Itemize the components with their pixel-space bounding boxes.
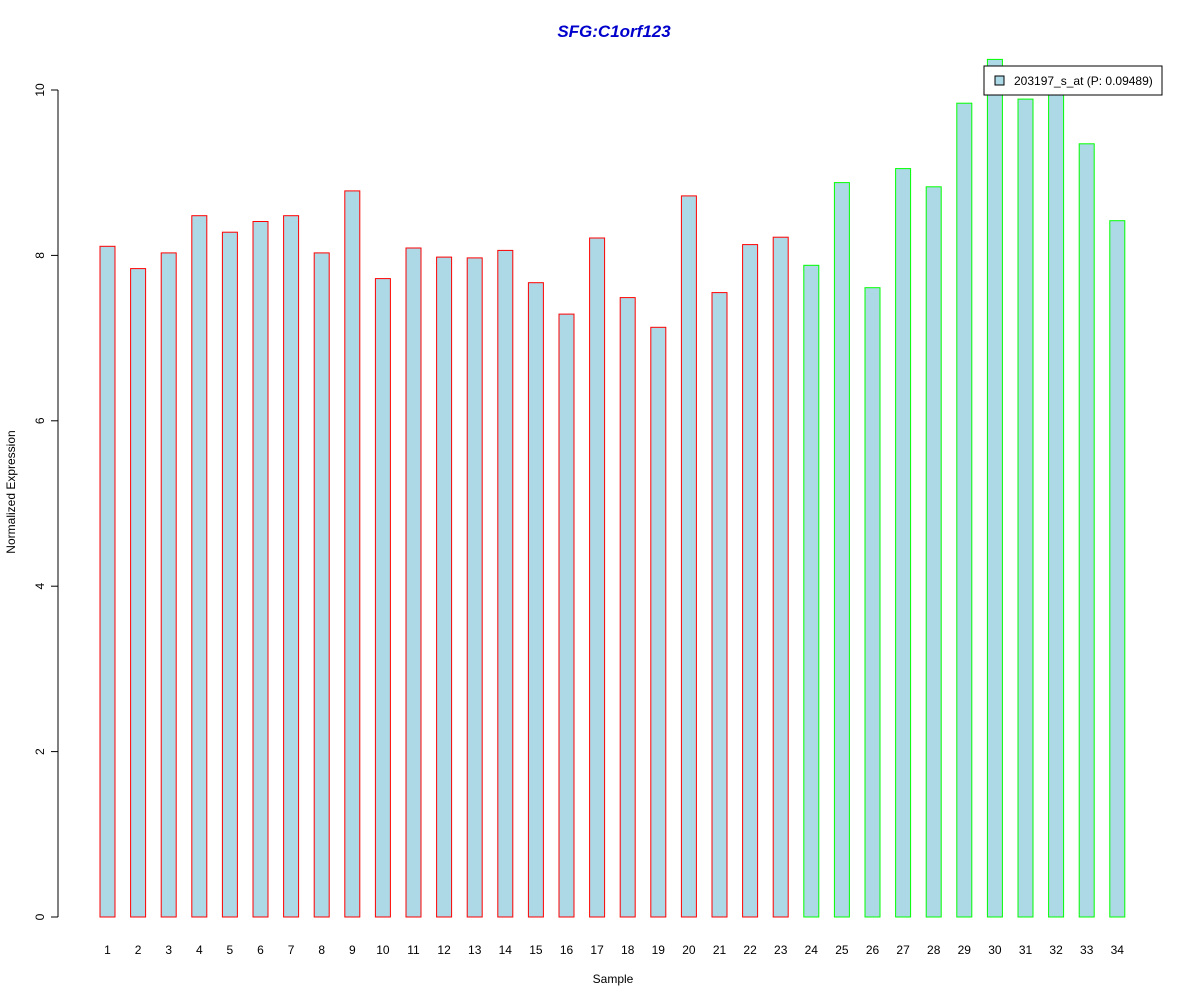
y-tick-label: 0 [33, 913, 47, 920]
x-tick-label: 26 [866, 943, 880, 957]
bar-sample-2 [130, 268, 147, 918]
y-tick-label: 8 [33, 252, 47, 259]
bar-sample-18 [619, 297, 636, 918]
legend-label: 203197_s_at (P: 0.09489) [1014, 74, 1153, 88]
x-tick-label: 15 [529, 943, 543, 957]
x-tick-label: 19 [652, 943, 666, 957]
x-tick-label: 11 [407, 943, 420, 957]
x-tick-labels: 1 2 3 4 5 6 7 8 9 10 11 12 13 14 15 16 17 18 19 20 21 22 23 24 2… [104, 943, 1124, 957]
chart-title: SFG:C1orf123 [557, 22, 671, 41]
bar-sample-5 [221, 231, 238, 918]
x-tick-label: 5 [227, 943, 234, 957]
y-axis: 0 2 4 6 8 10 [33, 83, 59, 920]
bar-sample-14 [497, 249, 514, 918]
x-tick-label: 32 [1049, 943, 1063, 957]
x-tick-label: 24 [805, 943, 819, 957]
bar-sample-3 [160, 252, 177, 918]
bar-sample-13 [466, 257, 483, 918]
x-tick-label: 29 [958, 943, 972, 957]
x-tick-label: 22 [743, 943, 757, 957]
x-tick-label: 3 [165, 943, 172, 957]
x-tick-label: 6 [257, 943, 264, 957]
x-tick-label: 18 [621, 943, 635, 957]
x-tick-label: 33 [1080, 943, 1094, 957]
bars [99, 58, 1126, 918]
x-tick-label: 34 [1111, 943, 1125, 957]
x-tick-label: 27 [896, 943, 910, 957]
bar-sample-12 [436, 256, 453, 918]
bar-sample-9 [344, 190, 361, 918]
x-tick-label: 1 [104, 943, 111, 957]
bar-sample-20 [680, 195, 697, 918]
bar-sample-17 [589, 237, 606, 918]
x-tick-label: 16 [560, 943, 574, 957]
bar-sample-21 [711, 292, 728, 918]
x-tick-label: 9 [349, 943, 356, 957]
bar-sample-11 [405, 247, 422, 918]
bar-sample-15 [527, 282, 544, 918]
bar-sample-30 [986, 58, 1003, 918]
bar-sample-32 [1048, 92, 1065, 918]
x-tick-label: 30 [988, 943, 1002, 957]
x-tick-label: 10 [376, 943, 390, 957]
x-tick-label: 8 [318, 943, 325, 957]
bar-sample-19 [650, 326, 667, 918]
bar-sample-24 [803, 264, 820, 918]
bar-sample-10 [374, 278, 391, 918]
bar-sample-29 [956, 102, 973, 918]
y-tick-label: 10 [33, 83, 47, 97]
x-tick-label: 17 [590, 943, 604, 957]
x-tick-label: 7 [288, 943, 295, 957]
x-tick-label: 25 [835, 943, 849, 957]
x-tick-label: 23 [774, 943, 788, 957]
y-tick-label: 6 [33, 417, 47, 424]
x-tick-label: 2 [135, 943, 142, 957]
y-tick-label: 2 [33, 748, 47, 755]
y-tick-label: 4 [33, 583, 47, 590]
x-tick-label: 31 [1019, 943, 1033, 957]
x-tick-label: 20 [682, 943, 696, 957]
bar-sample-6 [252, 221, 269, 918]
x-tick-label: 12 [437, 943, 451, 957]
bar-sample-16 [558, 313, 575, 918]
bar-sample-26 [864, 287, 881, 918]
bar-sample-33 [1078, 143, 1095, 918]
x-tick-label: 28 [927, 943, 941, 957]
x-axis-label: Sample [593, 972, 634, 986]
x-tick-label: 4 [196, 943, 203, 957]
x-tick-label: 21 [713, 943, 727, 957]
bar-sample-34 [1109, 220, 1126, 918]
bar-sample-27 [895, 168, 912, 918]
x-tick-label: 13 [468, 943, 482, 957]
legend: 203197_s_at (P: 0.09489) [983, 65, 1163, 96]
bar-sample-28 [925, 186, 942, 918]
bar-sample-22 [742, 244, 759, 918]
bar-sample-25 [833, 182, 850, 918]
bar-sample-4 [191, 215, 208, 918]
legend-swatch [994, 75, 1005, 86]
legend-box [983, 65, 1163, 96]
bar-sample-7 [283, 215, 300, 918]
bar-sample-31 [1017, 98, 1034, 918]
bar-sample-8 [313, 252, 330, 918]
x-tick-label: 14 [499, 943, 513, 957]
bar-sample-23 [772, 236, 789, 918]
bar-sample-1 [99, 245, 116, 918]
y-axis-label: Normalized Expression [4, 430, 18, 553]
